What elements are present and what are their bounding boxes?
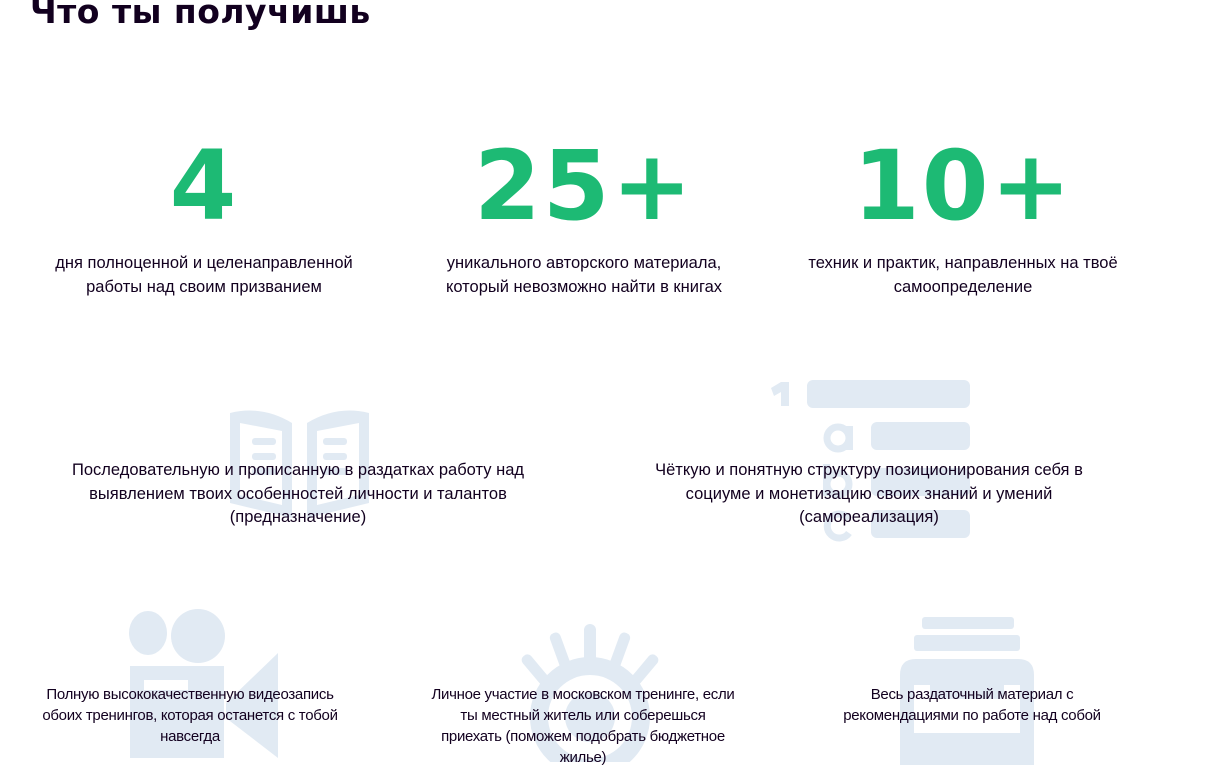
feature-text: навсегда: [160, 728, 220, 745]
feature-text: Последовательную и прописанную в раздатк…: [72, 461, 524, 479]
stat-desc: уникального авторского материала,: [446, 254, 722, 272]
stat-desc: работы над своим призванием: [86, 278, 322, 296]
numbered-list-icon: [771, 380, 970, 542]
stat-materials: 25+ уникального авторского материала, кот…: [394, 136, 774, 299]
stat-value: 4: [169, 130, 239, 242]
feature-text: Личное участие в московском тренинге, ес…: [431, 686, 735, 703]
feature-personality: Последовательную и прописанную в раздатк…: [18, 459, 578, 530]
feature-positioning: Чёткую и понятную структуру позициониров…: [589, 459, 1149, 530]
stat-desc: самоопределение: [893, 278, 1033, 296]
feature-training: Личное участие в московском тренинге, ес…: [398, 684, 768, 768]
stat-desc: техник и практик, направленных на твоё: [808, 254, 1118, 272]
feature-text: социуме и монетизацию своих знаний и уме…: [685, 484, 1053, 503]
feature-text: Чёткую и понятную структуру позициониров…: [655, 461, 1083, 479]
stat-days: 4 дня полноценной и целенаправленной рабо…: [14, 136, 394, 299]
feature-text: рекомендациями по работе над собой: [843, 707, 1101, 724]
stat-value: 25+: [473, 130, 695, 242]
feature-text: ты местный житель или соберешься: [460, 707, 706, 724]
feature-text: (предназначение): [229, 508, 367, 526]
feature-text: приехать (поможем подобрать бюджетное: [441, 728, 725, 745]
stat-techniques: 10+ техник и практик, направленных на тв…: [773, 136, 1153, 299]
feature-text: Полную высококачественную видеозапись: [46, 686, 334, 703]
printer-icon: [900, 617, 1034, 765]
feature-text: жилье): [559, 749, 607, 766]
feature-text: Весь раздаточный материал с: [870, 686, 1074, 703]
stat-value: 10+: [852, 130, 1074, 242]
eye-icon: [521, 624, 659, 762]
video-camera-icon: [129, 609, 278, 758]
feature-handouts: Весь раздаточный материал с рекомендация…: [787, 684, 1157, 726]
stat-desc: дня полноценной и целенаправленной: [55, 254, 353, 272]
open-book-icon: [230, 410, 369, 518]
feature-text: (самореализация): [799, 508, 939, 526]
section-title: Что ты получишь: [30, 0, 371, 31]
feature-video: Полную высококачественную видеозапись об…: [5, 684, 375, 747]
stat-desc: который невозможно найти в книгах: [445, 278, 723, 296]
feature-text: обоих тренингов, которая останется с тоб…: [42, 707, 338, 724]
feature-text: выявлением твоих особенностей личности и…: [89, 484, 507, 503]
